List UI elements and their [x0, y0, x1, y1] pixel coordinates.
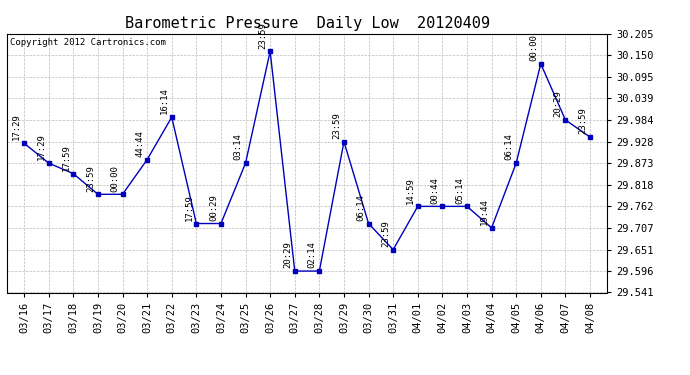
Text: 44:44: 44:44 [135, 130, 144, 157]
Text: 00:00: 00:00 [111, 165, 120, 192]
Text: 16:14: 16:14 [160, 87, 169, 114]
Text: 23:59: 23:59 [332, 112, 341, 139]
Text: 17:59: 17:59 [61, 144, 70, 171]
Text: 00:00: 00:00 [529, 34, 538, 61]
Text: 17:29: 17:29 [12, 114, 21, 141]
Text: 17:59: 17:59 [184, 194, 194, 221]
Text: 05:14: 05:14 [455, 177, 464, 204]
Text: 06:14: 06:14 [504, 134, 513, 160]
Text: 19:44: 19:44 [480, 198, 489, 225]
Text: 23:59: 23:59 [86, 165, 95, 192]
Text: 00:44: 00:44 [431, 177, 440, 204]
Text: Copyright 2012 Cartronics.com: Copyright 2012 Cartronics.com [10, 38, 166, 46]
Text: 14:59: 14:59 [406, 177, 415, 204]
Text: 20:29: 20:29 [553, 90, 562, 117]
Text: 17:29: 17:29 [37, 134, 46, 160]
Text: 20:29: 20:29 [283, 242, 292, 268]
Text: 23:59: 23:59 [258, 22, 267, 48]
Text: 23:59: 23:59 [578, 107, 587, 134]
Text: 23:59: 23:59 [382, 220, 391, 247]
Text: 00:29: 00:29 [209, 194, 218, 221]
Text: 06:14: 06:14 [357, 194, 366, 221]
Text: 02:14: 02:14 [308, 242, 317, 268]
Title: Barometric Pressure  Daily Low  20120409: Barometric Pressure Daily Low 20120409 [125, 16, 489, 31]
Text: 03:14: 03:14 [234, 134, 243, 160]
